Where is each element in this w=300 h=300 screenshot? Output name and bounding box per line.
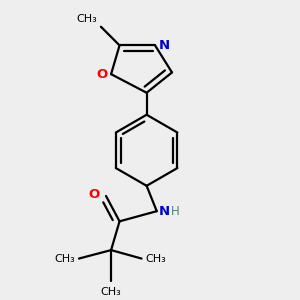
Text: N: N xyxy=(158,205,169,218)
Text: O: O xyxy=(96,68,107,81)
Text: CH₃: CH₃ xyxy=(55,254,76,264)
Text: CH₃: CH₃ xyxy=(101,286,122,297)
Text: CH₃: CH₃ xyxy=(77,14,98,24)
Text: H: H xyxy=(171,205,180,218)
Text: O: O xyxy=(88,188,99,201)
Text: N: N xyxy=(159,39,170,52)
Text: CH₃: CH₃ xyxy=(145,254,166,264)
